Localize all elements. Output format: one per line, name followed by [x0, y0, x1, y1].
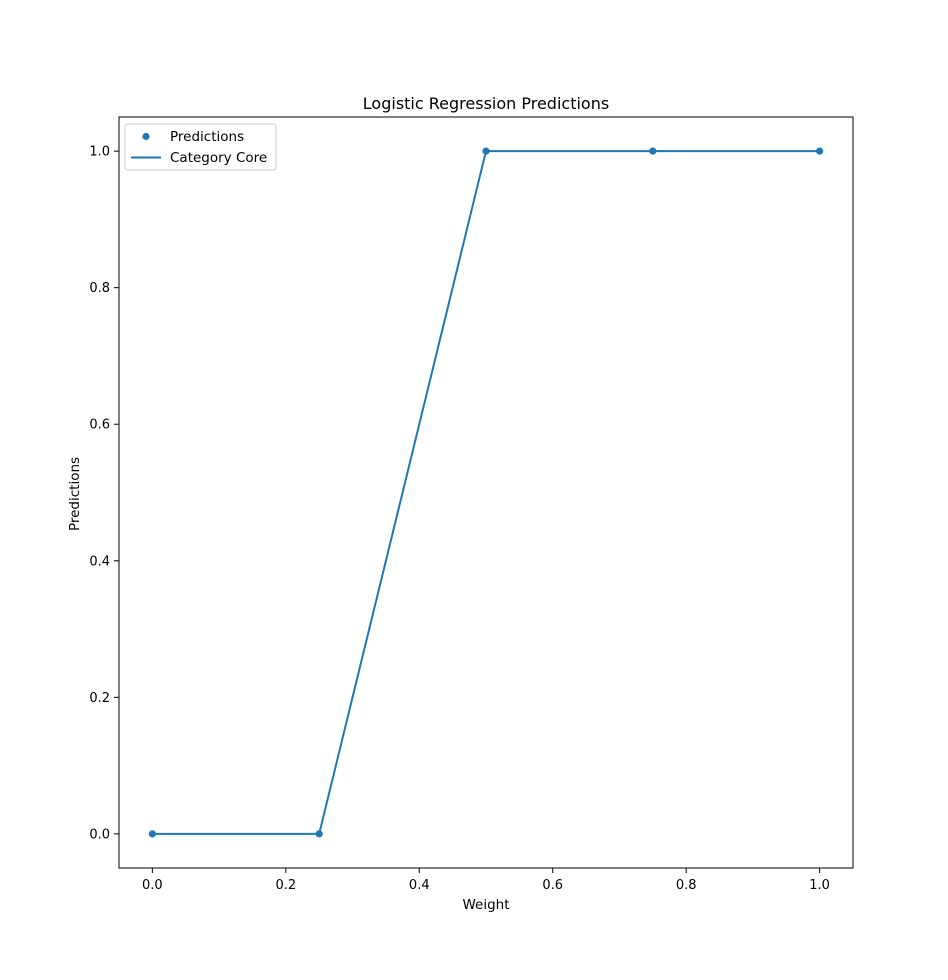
x-tick-label: 0.8 [676, 878, 697, 893]
legend-label-predictions: Predictions [170, 129, 244, 145]
x-tick-label: 1.0 [809, 878, 830, 893]
x-tick-label: 0.2 [275, 878, 296, 893]
y-tick-label: 1.0 [89, 145, 110, 160]
legend-box [124, 123, 277, 171]
y-axis-label: Predictions [67, 457, 83, 531]
x-tick-label: 0.0 [142, 878, 163, 893]
y-tick-label: 0.8 [89, 281, 110, 296]
data-point-predictions [649, 147, 657, 155]
y-tick-label: 0.4 [89, 554, 110, 569]
y-tick-label: 0.0 [89, 827, 110, 842]
data-point-predictions [816, 147, 824, 155]
chart-title: Logistic Regression Predictions [363, 94, 609, 113]
plot-background [119, 117, 853, 868]
x-tick-label: 0.6 [542, 878, 563, 893]
data-point-predictions [482, 147, 490, 155]
data-point-predictions [148, 830, 156, 838]
x-tick-label: 0.4 [409, 878, 430, 893]
legend-label-category-core: Category Core [170, 150, 267, 166]
y-tick-label: 0.6 [89, 418, 110, 433]
legend-marker-predictions [142, 132, 150, 141]
y-tick-label: 0.2 [89, 691, 110, 706]
data-point-predictions [315, 830, 323, 838]
plot-area: 0.0 0.2 0.4 0.6 0.8 1.0 0.0 0.2 0.4 0.6 0.8 1.0 [89, 116, 854, 893]
axes-frame [118, 116, 854, 869]
x-axis-label: Weight [462, 897, 509, 913]
legend: Predictions Category Core [124, 123, 277, 171]
